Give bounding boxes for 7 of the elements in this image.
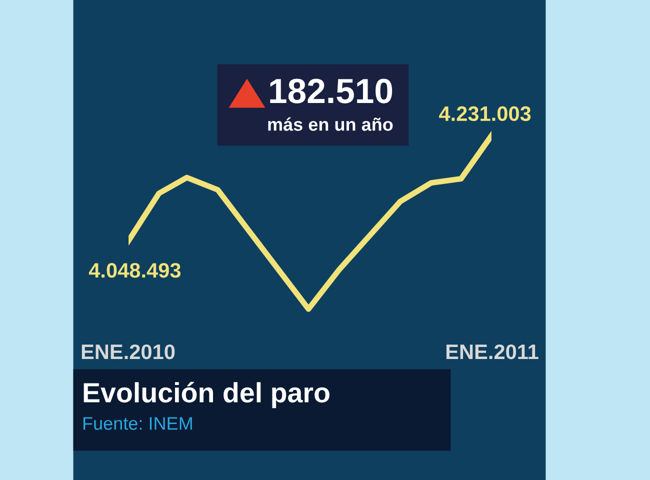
x-tick-label: ENE.2010 <box>82 344 175 360</box>
text: 182.510 más en un año <box>268 78 393 131</box>
text: Evolución del paro <box>84 382 330 408</box>
x-tick-label: ENE.2011 <box>446 344 538 360</box>
source-note: Fuente: INEM <box>83 417 192 430</box>
data-label: 4.048.493 <box>88 262 181 278</box>
data-label: 4.231.003 <box>439 106 531 122</box>
